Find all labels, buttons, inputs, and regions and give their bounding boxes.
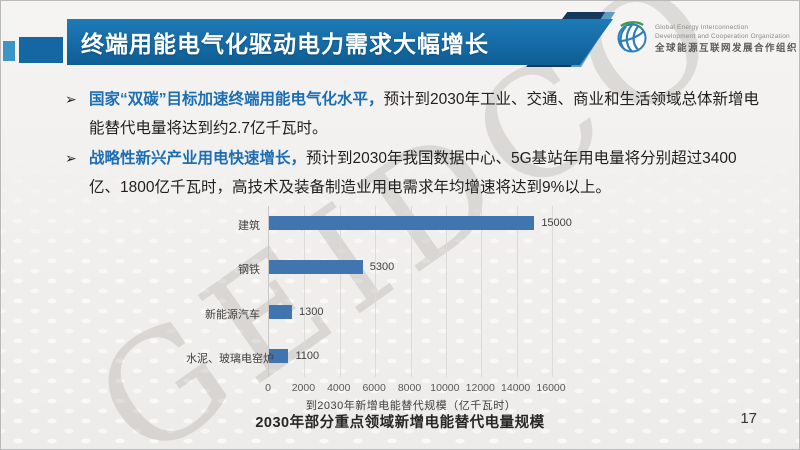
chart-gridline xyxy=(552,206,553,377)
title-banner: 终端用能电气化驱动电力需求大幅增长 xyxy=(67,19,613,65)
chart-bar xyxy=(269,216,535,230)
globe-icon xyxy=(615,20,649,59)
chart-category-label: 新能源汽车 xyxy=(205,308,260,321)
chart-category-label: 钢铁 xyxy=(238,264,260,277)
chart-x-axis-label: 到2030年新增电能替代规模（亿千瓦时） xyxy=(305,400,517,412)
bullet-2-text: 预计到2030年我国数据中心、5G基站年用电量将分别超过3400亿、1800亿千… xyxy=(89,150,737,196)
header-deco-square-light xyxy=(3,41,15,61)
logo-text: Global Energy Interconnection Developmen… xyxy=(655,24,798,54)
chart-gridline xyxy=(304,206,306,377)
bullet-item-1: ➢ 国家“双碳”目标加速终端用能电气化水平，预计到2030年工业、交通、商业和生活… xyxy=(65,85,761,143)
chart-gridline xyxy=(410,206,412,377)
chart-gridline xyxy=(375,206,377,377)
slide-title: 终端用能电气化驱动电力需求大幅增长 xyxy=(81,31,489,57)
chart-value-label: 15000 xyxy=(541,217,572,229)
chart-tick-label: 0 xyxy=(265,382,271,394)
chart-category-label: 水泥、玻璃电窑炉 xyxy=(186,352,274,365)
bullet-arrow-icon: ➢ xyxy=(65,91,77,107)
chart-gridline xyxy=(339,206,341,377)
bullet-2-highlight: 战略性新兴产业用电快速增长， xyxy=(89,150,307,167)
chart-value-label: 1300 xyxy=(298,305,324,318)
bullet-1-text: 预计到2030年工业、交通、商业和生活领域总体新增电能替代电量将达到约2.7亿千… xyxy=(89,91,759,137)
chart-tick-label: 14000 xyxy=(501,382,531,394)
chart-tick-label: 4000 xyxy=(327,382,351,394)
chart-gridline xyxy=(481,206,483,377)
logo-en-line2: Development and Cooperation Organization xyxy=(655,32,790,40)
chart-category-label: 建筑 xyxy=(238,220,260,232)
geidco-logo: Global Energy Interconnection Developmen… xyxy=(615,20,798,59)
chart-tick-label: 16000 xyxy=(536,382,566,394)
chart-tick-label: 6000 xyxy=(362,382,386,394)
bullet-arrow-icon: ➢ xyxy=(65,150,77,166)
chart-tick-label: 10000 xyxy=(430,382,460,394)
chart-caption: 2030年部分重点领域新增电能替代电量规模 xyxy=(255,415,545,431)
header-deco-square-dark xyxy=(19,37,63,63)
page-number: 17 xyxy=(740,410,757,427)
chart-value-label: 5300 xyxy=(369,261,395,274)
chart-plot xyxy=(268,206,553,377)
chart-gridline xyxy=(445,206,447,377)
chart-value-label: 1100 xyxy=(295,349,320,362)
logo-cn-line: 全球能源互联网发展合作组织 xyxy=(655,42,799,54)
bar-chart: 到2030年新增电能替代规模（亿千瓦时） 0 2000 4000 6000 8000 10… xyxy=(186,201,616,412)
logo-en-line1: Global Energy Interconnection xyxy=(655,24,749,32)
chart-gridline xyxy=(516,206,518,377)
chart-tick-label: 12000 xyxy=(465,382,495,394)
bullet-item-2: ➢ 战略性新兴产业用电快速增长，预计到2030年我国数据中心、5G基站年用电量将分… xyxy=(65,144,761,202)
chart-bar xyxy=(269,260,363,275)
chart-tick-label: 2000 xyxy=(291,382,316,394)
chart-bar xyxy=(269,348,289,363)
bullet-1-highlight: 国家“双碳”目标加速终端用能电气化水平， xyxy=(89,91,384,108)
chart-bar xyxy=(269,304,292,319)
chart-tick-label: 8000 xyxy=(397,382,422,394)
